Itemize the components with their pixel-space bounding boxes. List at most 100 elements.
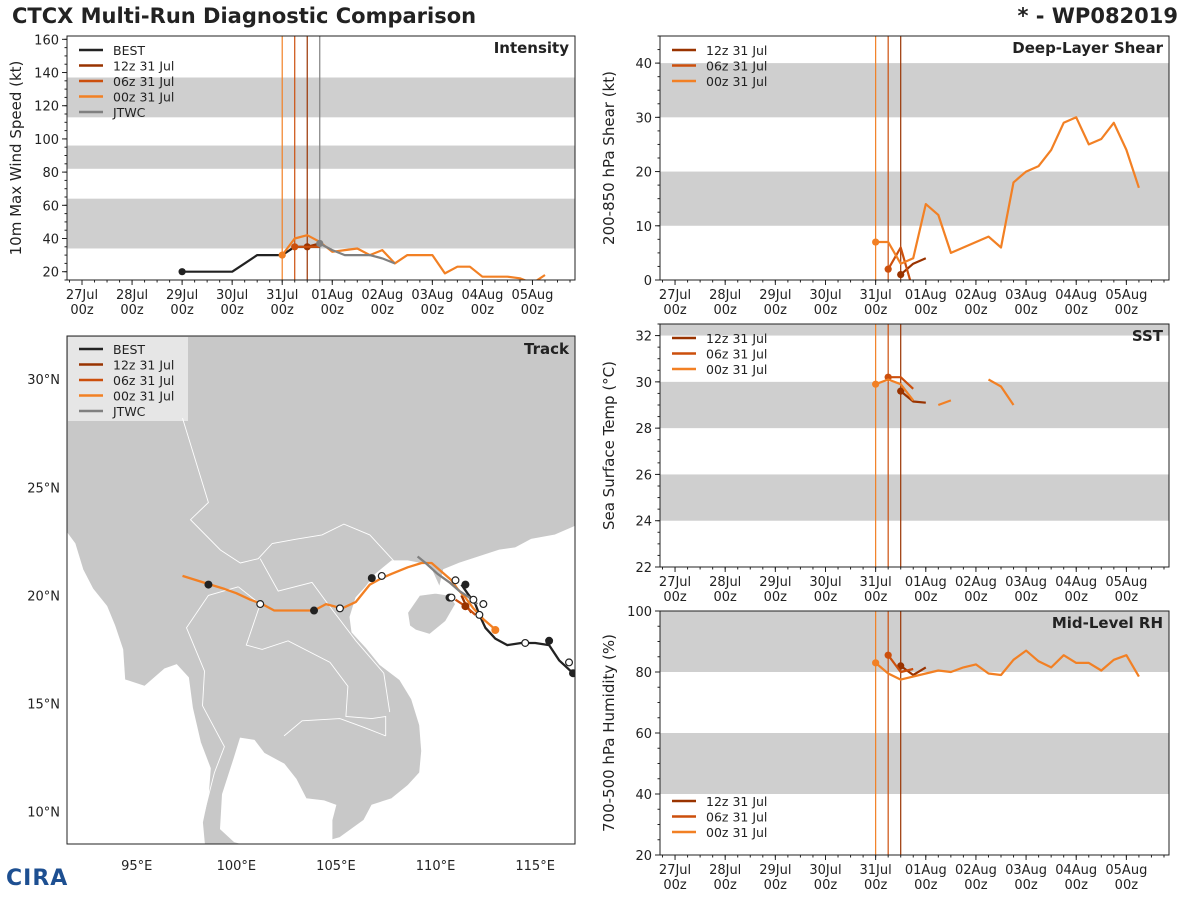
track-lat-label: 30°N [27,373,60,388]
rh-xtick-label-hour: 00z [663,878,687,893]
shear-ylabel: 200-850 hPa Shear (kt) [600,71,618,245]
sst-series-run00-seg2 [987,378,1015,406]
sst-band-1 [660,381,1169,429]
track-position-dot [521,638,530,647]
intensity-frame [66,35,576,281]
rh-ytick-label: 60 [635,727,652,742]
shear-title: Deep-Layer Shear [1012,39,1163,57]
shear-ytick-label: 30 [635,111,652,126]
shear-xtick-label-date: 27Jul [659,288,691,303]
shear-xtick-label-date: 29Jul [759,288,791,303]
intensity-xtick-label-hour: 00z [521,303,545,318]
shear-band-0 [660,171,1169,226]
track-lon-label: 115°E [515,859,555,874]
intensity-ytick-label: 100 [34,133,59,148]
track-title: Track [524,340,570,358]
shear-init-dot-run00 [872,238,880,246]
intensity-panel: 2040608010012014016027Jul00z28Jul00z29Ju… [7,33,576,318]
intensity-xtick-label-hour: 00z [371,303,395,318]
sst-init-dot-run00 [872,380,880,388]
sst-ytick-label: 28 [635,422,652,437]
sst-xtick-label-hour: 00z [1014,590,1038,605]
shear-series-run00 [875,116,1140,265]
shear-series-run06 [887,246,912,280]
intensity-ytick-label: 160 [34,33,59,48]
country-border-4 [185,586,239,812]
sst-xtick-label-date: 04Aug [1055,575,1097,590]
rh-xtick-label-date: 01Aug [905,863,947,878]
sst-xtick-label-date: 30Jul [809,575,841,590]
shear-xtick-label-date: 31Jul [860,288,892,303]
sst-band-0 [660,474,1169,521]
intensity-xtick-label-hour: 00z [170,303,194,318]
sst-xtick-label-hour: 00z [663,590,687,605]
rh-xtick-label-hour: 00z [1014,878,1038,893]
rh-xtick-label-date: 31Jul [860,863,892,878]
track-position-dot [479,600,488,609]
intensity-xtick-label-date: 27Jul [66,288,98,303]
intensity-series-best [182,245,320,273]
sst-series-run00-seg1 [937,399,952,407]
track-position-dot [447,593,456,602]
track-line-jtwc [416,555,479,605]
track-position-dot [335,604,344,613]
intensity-init-dot-jtwc [316,239,324,248]
track-position-dot [461,580,470,589]
intensity-init-dot-run06 [291,243,299,251]
country-border-3 [283,718,386,737]
sst-xtick-label-date: 01Aug [905,575,947,590]
rh-xtick-label-date: 30Jul [809,863,841,878]
sst-ytick-label: 32 [635,330,652,345]
intensity-init-dot-run00 [278,251,286,259]
hainan-island [407,592,456,635]
sst-series-run12 [899,390,926,404]
rh-xtick-label-hour: 00z [1115,878,1139,893]
intensity-legend-label: 12z 31 Jul [113,59,174,74]
intensity-series-jtwc [319,242,396,265]
rh-legend-label: 12z 31 Jul [706,794,767,809]
intensity-title: Intensity [494,39,570,57]
shear-init-dot-run12 [897,270,905,279]
shear-band-1 [660,63,1169,118]
intensity-legend-label: BEST [113,43,145,58]
shear-ytick-label: 40 [635,57,652,72]
rh-init-dot-run06 [884,651,892,659]
rh-xtick-label-hour: 00z [764,878,788,893]
intensity-ytick-label: 140 [34,67,59,82]
rh-xtick-label-date: 03Aug [1005,863,1047,878]
sst-xtick-label-hour: 00z [964,590,988,605]
sst-xtick-label-hour: 00z [764,590,788,605]
sst-xtick-label-hour: 00z [1065,590,1089,605]
intensity-xtick-label-hour: 00z [471,303,495,318]
intensity-xtick-label-date: 04Aug [461,288,503,303]
intensity-xtick-label-hour: 00z [421,303,445,318]
rh-xtick-label-date: 04Aug [1055,863,1097,878]
rh-series-run12 [900,665,927,677]
track-legend-label: JTWC [112,404,146,419]
sst-xtick-label-date: 05Aug [1105,575,1147,590]
rh-xtick-label-hour: 00z [814,878,838,893]
track-position-dot [569,669,575,678]
shear-legend-label: 00z 31 Jul [706,74,767,89]
sst-ytick-label: 22 [635,561,652,576]
shear-legend-label: 12z 31 Jul [706,43,767,58]
sst-legend-label: 06z 31 Jul [706,347,767,362]
track-position-dot [461,602,470,611]
shear-xtick-label-date: 04Aug [1055,288,1097,303]
intensity-xtick-label-date: 30Jul [216,288,248,303]
rh-legend-label: 00z 31 Jul [706,825,767,840]
shear-xtick-label-hour: 00z [814,303,838,318]
rh-xtick-label-date: 02Aug [955,863,997,878]
rh-init-dot-run12 [897,662,905,670]
shear-xtick-label-hour: 00z [864,303,888,318]
sst-ytick-label: 30 [635,376,652,391]
sst-xtick-label-date: 31Jul [860,575,892,590]
shear-xtick-label-hour: 00z [764,303,788,318]
shear-series-run12 [899,257,927,276]
sst-xtick-label-hour: 00z [1115,590,1139,605]
shear-xtick-label-hour: 00z [714,303,738,318]
sst-frame [659,323,1170,568]
sst-ylabel: Sea Surface Temp (°C) [600,361,618,530]
track-position-dot [451,576,460,585]
track-position-dot [310,606,319,615]
